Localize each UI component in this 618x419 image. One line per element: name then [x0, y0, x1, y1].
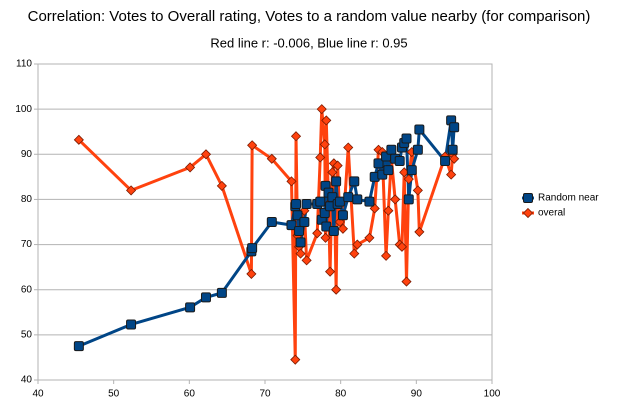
data-point — [294, 226, 305, 237]
data-point — [337, 210, 348, 221]
data-point — [301, 255, 312, 266]
data-point — [446, 169, 457, 180]
data-point — [401, 276, 412, 287]
data-point — [200, 292, 211, 303]
y-tick-label: 60 — [21, 284, 33, 295]
data-point — [349, 176, 360, 187]
data-point — [332, 160, 343, 171]
data-point — [216, 287, 227, 298]
data-point — [364, 232, 375, 243]
x-tick-label: 50 — [108, 389, 120, 400]
data-point — [414, 124, 425, 135]
data-point — [126, 319, 137, 330]
data-point — [73, 341, 84, 352]
data-point — [299, 217, 310, 227]
data-point — [216, 180, 227, 191]
data-point — [449, 122, 460, 133]
data-point — [343, 192, 354, 203]
data-point — [383, 165, 394, 176]
data-point — [331, 176, 342, 187]
y-tick-label: 70 — [21, 239, 33, 250]
data-point — [403, 194, 414, 205]
x-tick-label: 70 — [259, 389, 271, 400]
y-tick-label: 50 — [21, 329, 33, 340]
data-point — [291, 198, 302, 209]
data-point — [364, 196, 375, 207]
data-point — [343, 142, 354, 153]
data-point — [321, 115, 332, 126]
data-point — [394, 156, 405, 167]
x-tick-label: 40 — [32, 389, 44, 400]
data-point — [412, 144, 423, 155]
data-point — [286, 220, 297, 231]
x-tick-label: 80 — [335, 389, 347, 400]
data-point — [412, 185, 423, 196]
data-point — [301, 198, 312, 209]
data-point — [315, 196, 326, 207]
data-point — [319, 139, 330, 150]
data-point — [290, 354, 301, 365]
data-point — [352, 194, 363, 205]
data-point — [73, 134, 84, 145]
data-point — [386, 144, 397, 155]
data-point — [290, 131, 302, 142]
data-point — [396, 241, 408, 252]
plot-area — [37, 63, 493, 381]
data-point — [200, 149, 212, 160]
legend-label: overal — [538, 208, 565, 219]
data-point — [447, 144, 458, 155]
data-point — [390, 194, 401, 205]
data-point — [126, 185, 137, 196]
data-point — [266, 153, 277, 164]
data-point — [185, 302, 196, 313]
data-point — [286, 176, 297, 187]
data-point — [247, 140, 258, 151]
data-point — [316, 104, 327, 115]
data-point — [185, 162, 196, 173]
legend-marker — [522, 207, 534, 219]
data-point — [295, 248, 306, 259]
data-point — [334, 196, 345, 207]
y-tick-label: 90 — [21, 149, 33, 160]
data-point — [337, 223, 349, 234]
data-point — [246, 268, 257, 279]
data-point — [349, 248, 360, 259]
data-point — [295, 237, 306, 248]
data-point — [292, 210, 303, 221]
y-tick-label: 100 — [15, 104, 32, 115]
chart-subtitle: Red line r: -0.006, Blue line r: 0.95 — [210, 35, 407, 50]
data-point — [328, 226, 339, 237]
y-tick-label: 110 — [16, 59, 32, 70]
data-point — [406, 165, 417, 176]
legend-label: Random near — [538, 193, 599, 204]
x-tick-label: 60 — [184, 389, 196, 400]
data-point — [403, 174, 414, 185]
data-point — [383, 205, 394, 216]
data-point — [325, 266, 336, 277]
data-point — [352, 239, 363, 250]
legend-marker — [523, 193, 533, 203]
data-point — [312, 228, 323, 239]
data-point — [440, 156, 451, 167]
data-point — [449, 153, 460, 164]
data-point — [373, 158, 384, 169]
data-point — [381, 250, 392, 261]
y-tick-label: 40 — [21, 375, 33, 386]
x-tick-label: 100 — [484, 389, 501, 400]
data-point — [401, 133, 412, 144]
data-point — [414, 226, 425, 237]
data-point — [331, 284, 342, 295]
data-point — [320, 232, 331, 243]
x-tick-label: 90 — [411, 389, 423, 400]
data-point — [247, 243, 258, 254]
chart-title: Correlation: Votes to Overall rating, Vo… — [28, 8, 591, 25]
y-tick-label: 80 — [21, 194, 33, 205]
data-point — [315, 152, 326, 163]
data-point — [266, 217, 277, 227]
